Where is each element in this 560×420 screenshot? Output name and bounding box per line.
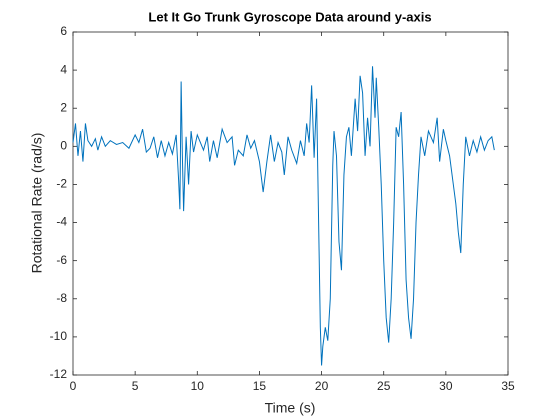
y-tick-label: 4: [60, 62, 67, 76]
y-tick-label: -10: [50, 329, 68, 343]
y-tick-label: -6: [56, 253, 67, 267]
x-tick-label: 30: [439, 379, 453, 393]
x-tick-label: 10: [191, 379, 205, 393]
x-tick-label: 25: [377, 379, 391, 393]
y-tick-label: 6: [60, 24, 67, 38]
y-tick-label: 2: [60, 100, 67, 114]
chart-title: Let It Go Trunk Gyroscope Data around y-…: [148, 9, 431, 24]
x-tick-label: 0: [70, 379, 77, 393]
y-tick-label: -8: [56, 291, 67, 305]
y-tick-label: -4: [56, 215, 67, 229]
axes-box: [72, 31, 509, 376]
y-tick-label: -2: [56, 177, 67, 191]
y-tick-label: 0: [60, 139, 67, 153]
x-tick-label: 20: [315, 379, 329, 393]
x-tick-label: 5: [132, 379, 139, 393]
data-line: [72, 66, 495, 366]
x-tick-label: 15: [253, 379, 267, 393]
x-axis-label: Time (s): [265, 400, 316, 416]
x-tick-label: 35: [501, 379, 515, 393]
y-axis-label: Rotational Rate (rad/s): [29, 133, 45, 274]
y-tick-label: -12: [50, 367, 68, 381]
